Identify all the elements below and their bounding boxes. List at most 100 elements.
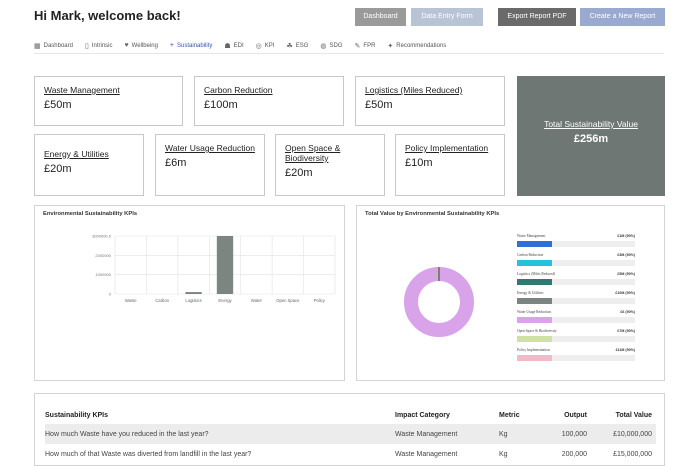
table-cell-impact: Waste Management <box>395 450 458 458</box>
table-cell-question: How much Waste have you reduced in the l… <box>45 424 395 444</box>
x-tick-label: Policy <box>314 298 326 303</box>
card-value: £10m <box>405 157 433 169</box>
document-icon: ▯ <box>84 42 89 50</box>
x-tick-label: Logistics <box>185 298 201 303</box>
legend-value: £5M (50%) <box>617 272 635 276</box>
legend-item: Policy Implementation £11M (50%) <box>517 348 635 364</box>
card-value: £100m <box>204 99 238 111</box>
panel-title: Total Value by Environmental Sustainabil… <box>365 211 500 217</box>
card-total-sustainability-value[interactable]: Total Sustainability Value £256m <box>517 76 665 196</box>
legend-value: £6 (50%) <box>620 310 635 314</box>
x-tick-label: Waste <box>125 298 137 303</box>
column-header-metric: Metric <box>499 411 520 419</box>
tab-esg[interactable]: ☘ ESG <box>286 42 309 50</box>
card-value: £20m <box>285 167 313 179</box>
legend-label: Policy Implementation <box>517 348 550 352</box>
column-header-output: Output <box>564 411 587 419</box>
bar-energy <box>216 236 234 294</box>
table-row[interactable]: How much Waste have you reduced in the l… <box>45 424 656 444</box>
y-tick-label: 2000000 <box>95 253 111 258</box>
bulb-icon: ✦ <box>387 42 394 50</box>
table-cell-question: How much of that Waste was diverted from… <box>45 450 252 458</box>
table-cell-metric: Kg <box>499 450 508 458</box>
legend-label: Energy & Utilities <box>517 291 544 295</box>
data-entry-form-button[interactable]: Data Entry Form <box>411 8 483 26</box>
grid-icon: ▦ <box>34 42 41 50</box>
tab-fpr[interactable]: ✎ FPR <box>354 42 376 50</box>
legend-track <box>517 336 635 342</box>
card-value: £50m <box>44 99 72 111</box>
table-cell-output: 100,000 <box>539 424 591 444</box>
table-cell-total: £10,000,000 <box>591 424 656 444</box>
card-value: £256m <box>573 133 609 145</box>
legend-swatch <box>517 241 553 247</box>
welcome-heading: Hi Mark, welcome back! <box>34 8 181 23</box>
legend-swatch <box>517 298 553 304</box>
legend-label: Carbon Reduction <box>517 253 544 257</box>
pencil-icon: ✎ <box>354 42 361 50</box>
x-tick-label: Carbon <box>155 298 169 303</box>
total-value-donut-panel: Total Value by Environmental Sustainabil… <box>356 205 665 381</box>
legend-track <box>517 298 635 304</box>
card-title: Open Space & Biodiversity <box>285 143 341 163</box>
create-new-report-button[interactable]: Create a New Report <box>580 8 665 26</box>
card-value: £50m <box>365 99 393 111</box>
people-icon: ☗ <box>224 42 231 50</box>
card-waste-management[interactable]: Waste Management £50m <box>34 76 183 126</box>
tab-intrinsic[interactable]: ▯ Intrinsic <box>84 42 113 50</box>
legend-swatch <box>517 279 553 285</box>
y-tick-label: 3000000.0 <box>92 234 112 239</box>
card-value: £6m <box>165 157 187 169</box>
table-cell-metric: Kg <box>499 424 539 444</box>
tab-sdg[interactable]: ◍ SDG <box>320 42 343 50</box>
legend-item: Waste Management £1M (50%) <box>517 234 635 250</box>
donut-chart <box>404 267 474 337</box>
legend-track <box>517 241 635 247</box>
panel-title: Environmental Sustainability KPIs <box>43 211 138 217</box>
card-carbon-reduction[interactable]: Carbon Reduction £100m <box>194 76 344 126</box>
legend-value: £7M (50%) <box>617 329 635 333</box>
legend-swatch <box>517 336 553 342</box>
card-logistics[interactable]: Logistics (Miles Reduced) £50m <box>355 76 505 126</box>
tab-edi[interactable]: ☗ EDI <box>224 42 244 50</box>
table-row[interactable]: How much of that Waste was diverted from… <box>45 444 656 464</box>
tab-wellbeing[interactable]: ♥ Wellbeing <box>124 42 158 49</box>
donut-segment-marker <box>435 267 438 282</box>
card-energy-utilities[interactable]: Energy & Utilities £20m <box>34 134 144 196</box>
donut-legend: Waste Management £1M (50%) Carbon Reductio… <box>517 234 635 374</box>
tab-dashboard[interactable]: ▦ Dashboard <box>34 42 73 50</box>
column-header-kpis: Sustainability KPIs <box>45 411 109 419</box>
card-open-space[interactable]: Open Space & Biodiversity £20m <box>275 134 385 196</box>
card-title: Waste Management <box>44 85 120 95</box>
legend-track <box>517 279 635 285</box>
export-report-pdf-button[interactable]: Export Report PDF <box>498 8 576 26</box>
x-tick-label: Water <box>251 298 263 303</box>
bar-logistics <box>185 292 202 294</box>
legend-value: £11M (50%) <box>615 348 635 352</box>
legend-swatch <box>517 317 553 323</box>
kpi-table: Sustainability KPIs Impact Category Metr… <box>45 406 656 464</box>
donut-ring <box>404 267 474 337</box>
table-header-row: Sustainability KPIs Impact Category Metr… <box>45 406 656 424</box>
tab-recommendations[interactable]: ✦ Recommendations <box>387 42 447 50</box>
tab-kpi[interactable]: ◎ KPI <box>255 42 275 50</box>
legend-item: Energy & Utilities £10M (50%) <box>517 291 635 307</box>
dashboard-button[interactable]: Dashboard <box>355 8 406 26</box>
card-title: Total Sustainability Value <box>544 119 638 129</box>
table-cell-output: 200,000 <box>561 450 587 458</box>
sustainability-kpis-table-panel: Sustainability KPIs Impact Category Metr… <box>34 393 665 466</box>
card-water-usage[interactable]: Water Usage Reduction £6m <box>155 134 265 196</box>
legend-track <box>517 260 635 266</box>
legend-label: Water Usage Reduction <box>517 310 552 314</box>
legend-item: Water Usage Reduction £6 (50%) <box>517 310 635 326</box>
legend-label: Open Space & Biodiversity <box>517 329 557 333</box>
y-tick-label: 1000000 <box>95 272 111 277</box>
tab-sustainability[interactable]: + Sustainability <box>169 42 213 49</box>
card-policy-implementation[interactable]: Policy Implementation £10m <box>395 134 505 196</box>
legend-value: £1M (50%) <box>617 234 635 238</box>
x-tick-label: Energy <box>218 298 232 303</box>
card-title: Energy & Utilities <box>44 149 109 159</box>
x-tick-label: Open Space <box>276 298 300 303</box>
bar-chart: 3000000.0 2000000 1000000 0 Waste Carbon Logis… <box>92 234 336 303</box>
environmental-kpis-bar-panel: Environmental Sustainability KPIs 300000… <box>34 205 345 381</box>
